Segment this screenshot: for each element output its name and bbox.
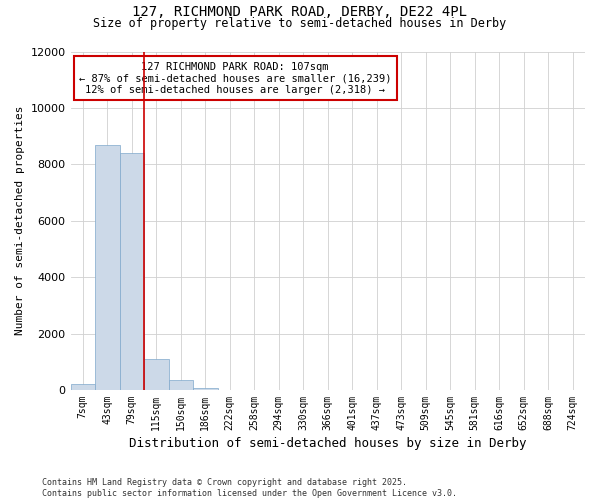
- Bar: [95, 144, 119, 390]
- Text: 127 RICHMOND PARK ROAD: 107sqm
← 87% of semi-detached houses are smaller (16,239: 127 RICHMOND PARK ROAD: 107sqm ← 87% of …: [79, 62, 391, 95]
- Bar: [71, 384, 95, 390]
- Bar: [144, 359, 169, 390]
- Y-axis label: Number of semi-detached properties: Number of semi-detached properties: [15, 106, 25, 336]
- X-axis label: Distribution of semi-detached houses by size in Derby: Distribution of semi-detached houses by …: [129, 437, 527, 450]
- Bar: [169, 380, 193, 390]
- Text: 127, RICHMOND PARK ROAD, DERBY, DE22 4PL: 127, RICHMOND PARK ROAD, DERBY, DE22 4PL: [133, 5, 467, 19]
- Text: Size of property relative to semi-detached houses in Derby: Size of property relative to semi-detach…: [94, 18, 506, 30]
- Bar: [119, 153, 144, 390]
- Text: Contains HM Land Registry data © Crown copyright and database right 2025.
Contai: Contains HM Land Registry data © Crown c…: [42, 478, 457, 498]
- Bar: [193, 388, 218, 390]
